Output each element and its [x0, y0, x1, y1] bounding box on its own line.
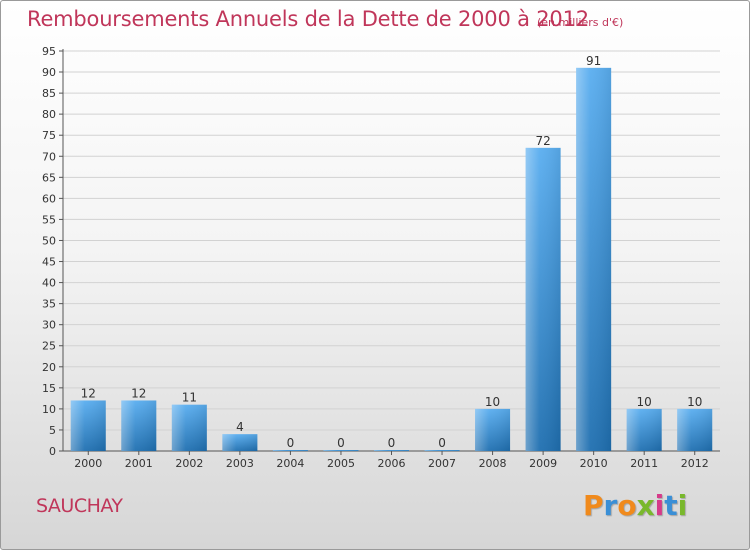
data-label: 12: [81, 386, 96, 400]
x-tick-label: 2000: [74, 457, 102, 470]
x-tick-label: 2002: [175, 457, 203, 470]
y-tick-label: 30: [42, 319, 56, 332]
data-label: 10: [687, 395, 702, 409]
x-tick-label: 2007: [428, 457, 456, 470]
x-tick-label: 2012: [681, 457, 709, 470]
x-tick-label: 2001: [125, 457, 153, 470]
y-tick-label: 60: [42, 192, 56, 205]
x-tick-label: 2003: [226, 457, 254, 470]
bar-highlight: [70, 400, 106, 451]
bar-highlight: [677, 408, 713, 451]
data-label: 0: [388, 436, 396, 450]
chart-title: Remboursements Annuels de la Dette de 20…: [27, 7, 589, 31]
data-label: 72: [535, 134, 550, 148]
bar-highlight: [171, 404, 207, 451]
logo-letter: i: [677, 489, 688, 522]
data-label: 0: [287, 436, 295, 450]
logo-letter: i: [654, 489, 665, 522]
y-tick-label: 45: [42, 256, 56, 269]
bar-highlight: [121, 400, 157, 451]
bars: [70, 67, 713, 451]
data-label: 12: [131, 386, 146, 400]
bar-highlight: [626, 408, 662, 451]
logo-letter: o: [617, 489, 637, 522]
bar-highlight: [374, 450, 409, 451]
logo-letter: t: [664, 489, 678, 522]
y-tick-label: 10: [42, 403, 56, 416]
commune-name: SAUCHAY: [36, 495, 123, 517]
bar-highlight: [323, 450, 359, 451]
y-tick-label: 15: [42, 382, 56, 395]
bar-highlight: [424, 450, 460, 451]
data-label: 91: [586, 54, 601, 68]
y-tick-label: 75: [42, 129, 56, 142]
axes: 0510152025303540455055606570758085909520…: [42, 45, 720, 470]
y-tick-label: 95: [42, 45, 56, 58]
x-tick-label: 2004: [276, 457, 304, 470]
x-tick-label: 2010: [580, 457, 608, 470]
x-tick-label: 2008: [479, 457, 507, 470]
y-tick-label: 5: [49, 424, 56, 437]
y-tick-label: 90: [42, 66, 56, 79]
y-tick-label: 70: [42, 150, 56, 163]
x-tick-label: 2005: [327, 457, 355, 470]
y-tick-label: 20: [42, 361, 56, 374]
bar-highlight: [525, 147, 561, 451]
data-labels: 12 12 11 4 0 0 0 0 10 72 91 10 10: [81, 54, 703, 450]
data-label: 4: [236, 420, 244, 434]
y-tick-label: 55: [42, 213, 56, 226]
y-tick-label: 25: [42, 340, 56, 353]
y-tick-label: 35: [42, 298, 56, 311]
x-tick-label: 2009: [529, 457, 557, 470]
logo-letter: x: [636, 489, 655, 522]
bar-highlight: [475, 408, 511, 451]
y-tick-label: 85: [42, 87, 56, 100]
data-label: 10: [637, 395, 652, 409]
bar-highlight: [576, 67, 612, 451]
logo-letter: r: [603, 489, 618, 522]
data-label: 10: [485, 395, 500, 409]
y-tick-label: 50: [42, 234, 56, 247]
y-tick-label: 0: [49, 445, 56, 458]
y-tick-label: 65: [42, 171, 56, 184]
x-tick-label: 2011: [630, 457, 658, 470]
y-tick-label: 40: [42, 277, 56, 290]
proxiti-logo: Proxiti: [583, 489, 687, 522]
bar-highlight: [222, 434, 258, 451]
data-label: 0: [438, 436, 446, 450]
grid-lines: [63, 50, 720, 431]
bar-highlight: [272, 450, 308, 451]
chart-unit: (en milliers d'€): [537, 16, 624, 29]
data-label: 11: [182, 391, 197, 405]
y-tick-label: 80: [42, 108, 56, 121]
x-tick-label: 2006: [378, 457, 406, 470]
logo-letter: P: [583, 489, 604, 522]
data-label: 0: [337, 436, 345, 450]
